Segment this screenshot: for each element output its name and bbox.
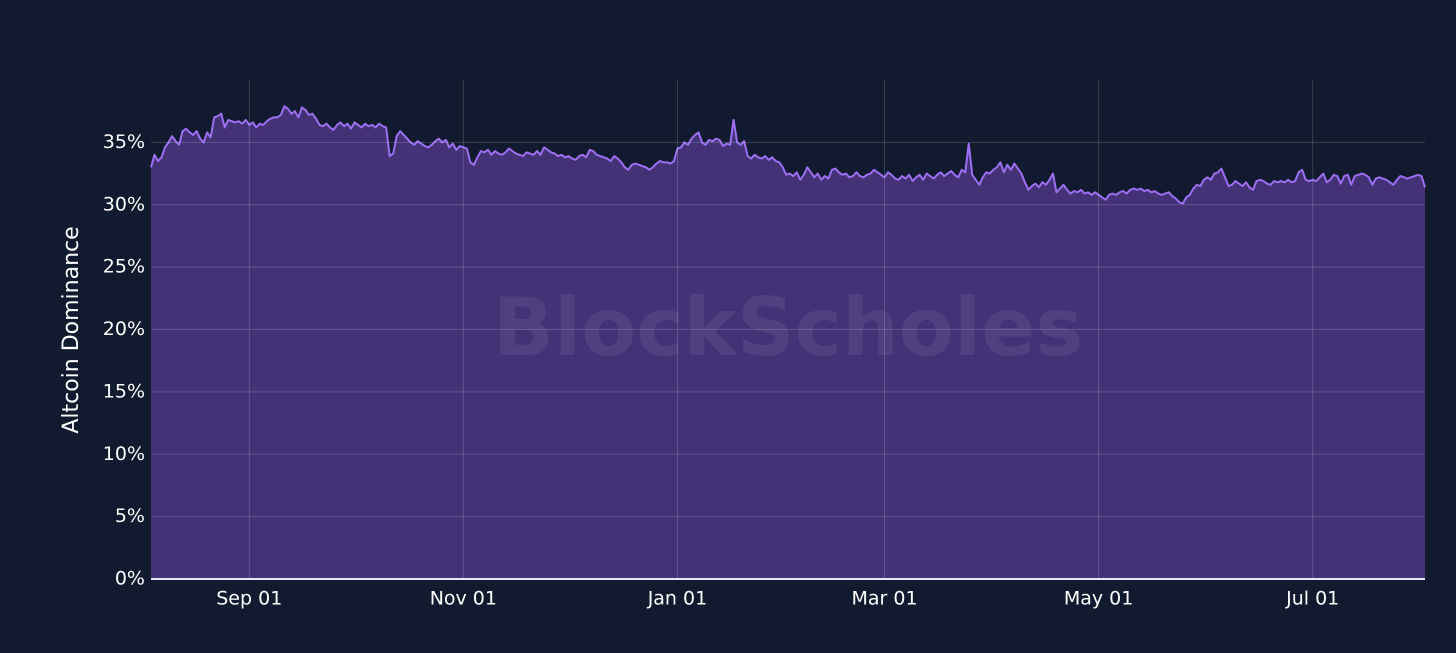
x-tick-label: Nov 01 xyxy=(430,588,497,610)
x-tick-label: May 01 xyxy=(1064,588,1134,610)
x-tick-label: Mar 01 xyxy=(851,588,917,610)
y-tick-label: 10% xyxy=(103,443,145,465)
x-tick-label: Jul 01 xyxy=(1285,588,1339,610)
y-axis-label: Altcoin Dominance xyxy=(59,226,84,433)
y-tick-label: 25% xyxy=(103,256,145,278)
y-tick-label: 20% xyxy=(103,318,145,340)
plot xyxy=(150,105,1426,579)
area-line xyxy=(150,105,1426,205)
y-tick-label: 30% xyxy=(103,193,145,215)
watermark: BlockScholes xyxy=(493,281,1083,374)
y-tick-label: 0% xyxy=(115,568,145,590)
y-tick-label: 15% xyxy=(103,380,145,402)
area-fill xyxy=(151,106,1425,579)
grid xyxy=(151,80,1425,580)
y-tick-label: 5% xyxy=(115,505,145,527)
x-tick-label: Jan 01 xyxy=(647,588,708,610)
y-tick-label: 35% xyxy=(103,131,145,153)
x-tick-label: Sep 01 xyxy=(216,588,282,610)
